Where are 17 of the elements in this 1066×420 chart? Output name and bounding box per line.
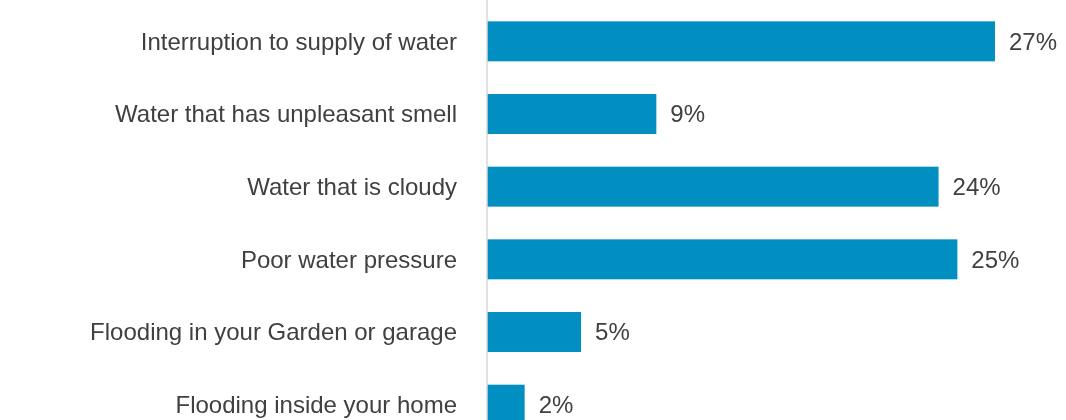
bar xyxy=(487,21,995,62)
data-label: 9% xyxy=(670,100,706,128)
y-tick-label: Flooding in your Garden or garage xyxy=(90,318,457,346)
y-tick-label: Interruption to supply of water xyxy=(140,27,458,55)
y-tick-label: Water that is cloudy xyxy=(247,173,457,201)
data-label: 24% xyxy=(952,173,1001,201)
y-tick-label: Poor water pressure xyxy=(240,245,457,273)
bar xyxy=(487,94,657,134)
y-tick-label: Water that has unpleasant smell xyxy=(115,100,457,128)
y-tick-label: Flooding inside your home xyxy=(175,391,457,419)
data-label: 5% xyxy=(595,318,630,346)
data-label: 27% xyxy=(1009,27,1058,55)
data-label: 25% xyxy=(971,245,1020,273)
bar xyxy=(487,312,582,352)
bar xyxy=(487,239,958,280)
bar xyxy=(487,166,939,207)
data-label: 2% xyxy=(538,391,574,419)
